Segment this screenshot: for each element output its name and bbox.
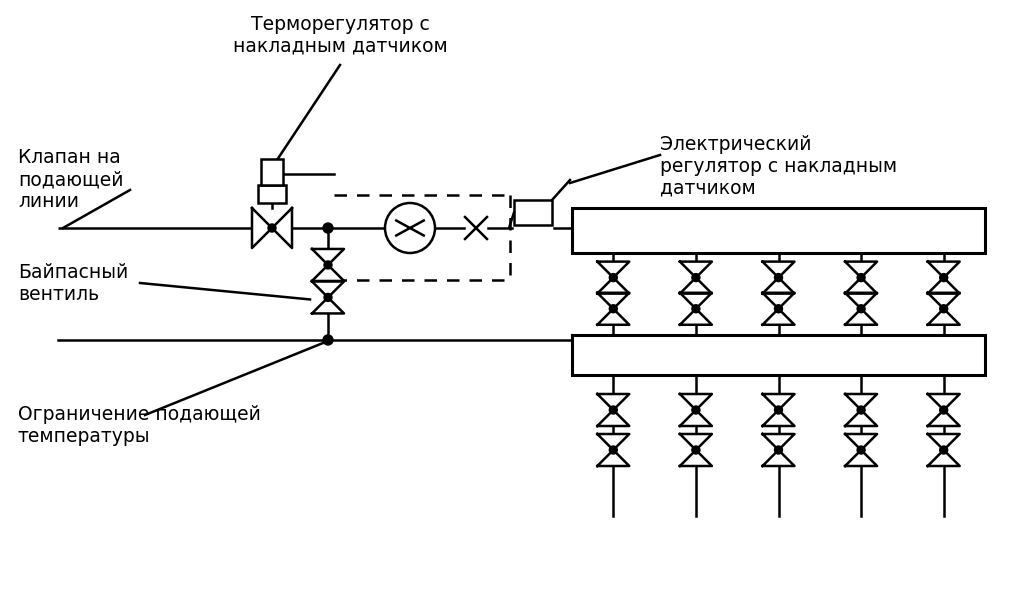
Polygon shape [928, 309, 959, 325]
Polygon shape [845, 278, 878, 294]
Polygon shape [845, 309, 878, 325]
Polygon shape [763, 410, 795, 426]
Text: Ограничение подающей
температуры: Ограничение подающей температуры [18, 405, 261, 446]
Polygon shape [272, 208, 292, 248]
Polygon shape [680, 394, 712, 410]
Bar [514, 200, 552, 225]
Circle shape [609, 446, 617, 454]
Circle shape [774, 406, 782, 414]
Circle shape [324, 261, 332, 269]
Circle shape [609, 274, 617, 281]
Circle shape [692, 406, 699, 414]
Circle shape [323, 335, 333, 345]
Text: Клапан на
подающей
линии: Клапан на подающей линии [18, 148, 124, 211]
Circle shape [940, 406, 947, 414]
Circle shape [940, 446, 947, 454]
Circle shape [609, 305, 617, 313]
Polygon shape [597, 450, 630, 466]
Bar [572, 335, 985, 375]
Polygon shape [680, 434, 712, 450]
Polygon shape [680, 309, 712, 325]
Polygon shape [597, 309, 630, 325]
Circle shape [857, 305, 865, 313]
Polygon shape [312, 265, 344, 281]
Text: Терморегулятор с
накладным датчиком: Терморегулятор с накладным датчиком [232, 15, 447, 56]
Polygon shape [763, 394, 795, 410]
Circle shape [268, 224, 276, 232]
Polygon shape [312, 297, 344, 313]
Text: Электрический
регулятор с накладным
датчиком: Электрический регулятор с накладным датч… [660, 135, 897, 198]
Polygon shape [763, 278, 795, 294]
Polygon shape [845, 410, 878, 426]
Circle shape [609, 406, 617, 414]
Text: Байпасный
вентиль: Байпасный вентиль [18, 263, 128, 304]
Circle shape [940, 305, 947, 313]
Polygon shape [928, 450, 959, 466]
Polygon shape [597, 394, 630, 410]
Circle shape [857, 274, 865, 281]
Polygon shape [928, 410, 959, 426]
Polygon shape [845, 394, 878, 410]
Circle shape [385, 203, 435, 253]
Bar [572, 208, 985, 253]
Polygon shape [597, 434, 630, 450]
Polygon shape [680, 450, 712, 466]
Polygon shape [252, 208, 272, 248]
Polygon shape [845, 293, 878, 309]
Polygon shape [928, 293, 959, 309]
Polygon shape [597, 262, 630, 278]
Bar [261, 159, 283, 185]
Polygon shape [763, 262, 795, 278]
Polygon shape [680, 278, 712, 294]
Circle shape [324, 293, 332, 302]
Polygon shape [845, 434, 878, 450]
Polygon shape [845, 450, 878, 466]
Circle shape [857, 406, 865, 414]
Polygon shape [680, 262, 712, 278]
Polygon shape [763, 450, 795, 466]
Polygon shape [763, 309, 795, 325]
Polygon shape [845, 262, 878, 278]
Polygon shape [928, 278, 959, 294]
Circle shape [774, 305, 782, 313]
Polygon shape [763, 293, 795, 309]
Polygon shape [312, 249, 344, 265]
Circle shape [940, 274, 947, 281]
Polygon shape [680, 410, 712, 426]
Polygon shape [597, 293, 630, 309]
Circle shape [323, 223, 333, 233]
Circle shape [774, 446, 782, 454]
Circle shape [692, 274, 699, 281]
Polygon shape [928, 394, 959, 410]
Polygon shape [680, 293, 712, 309]
Circle shape [857, 446, 865, 454]
Bar [258, 185, 286, 203]
Polygon shape [928, 262, 959, 278]
Circle shape [692, 446, 699, 454]
Circle shape [692, 305, 699, 313]
Circle shape [774, 274, 782, 281]
Polygon shape [597, 278, 630, 294]
Polygon shape [597, 410, 630, 426]
Polygon shape [312, 281, 344, 297]
Polygon shape [763, 434, 795, 450]
Polygon shape [928, 434, 959, 450]
